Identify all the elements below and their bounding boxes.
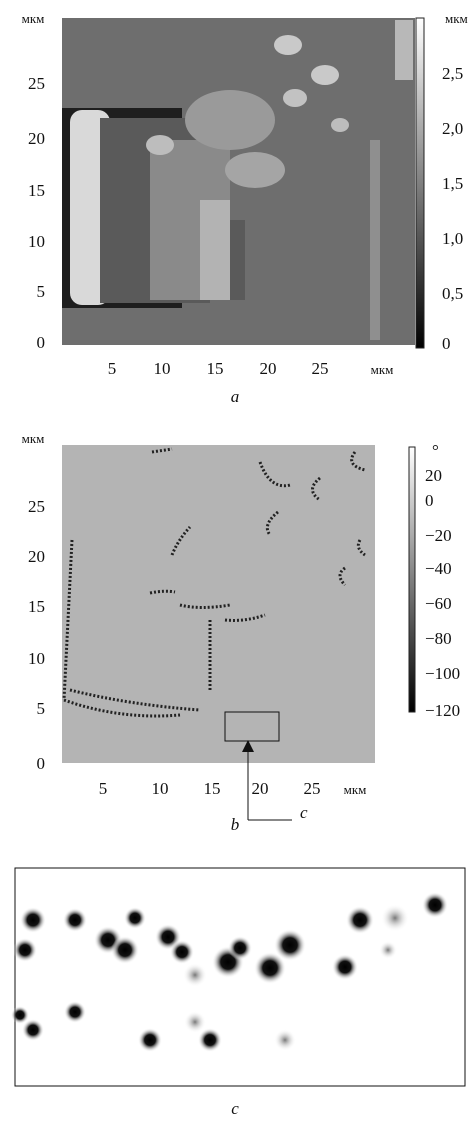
panel-label: c: [231, 1099, 239, 1118]
colorbar: [415, 17, 425, 349]
tick-label: −60: [425, 594, 452, 613]
panel-label: a: [231, 387, 240, 406]
tick-label: 20: [260, 359, 277, 378]
tick-label: 15: [207, 359, 224, 378]
unit-label: мкм: [344, 782, 367, 797]
tick-label: 20: [28, 547, 45, 566]
tick-label: 5: [108, 359, 117, 378]
height-map: [62, 18, 415, 345]
tick-label: 25: [312, 359, 329, 378]
tick-label: 20: [28, 129, 45, 148]
tick-label: 0: [425, 491, 434, 510]
unit-label: мкм: [22, 11, 45, 26]
tick-label: 15: [28, 597, 45, 616]
phase-map: [62, 445, 375, 763]
tick-label: 2,5: [442, 64, 463, 83]
tick-label: 1,0: [442, 229, 463, 248]
tick-label: −80: [425, 629, 452, 648]
tick-label: 25: [28, 497, 45, 516]
callout-line: [247, 748, 292, 821]
tick-label: °: [432, 441, 439, 460]
tick-label: 5: [37, 699, 46, 718]
tick-label: −100: [425, 664, 460, 683]
tick-label: 20: [425, 466, 442, 485]
zoom-image: [11, 867, 466, 1087]
tick-label: 15: [28, 181, 45, 200]
tick-label: 5: [99, 779, 108, 798]
unit-label: мкм: [371, 362, 394, 377]
tick-label: 25: [28, 74, 45, 93]
tick-label: 15: [204, 779, 221, 798]
tick-label: 0,5: [442, 284, 463, 303]
tick-label: 1,5: [442, 174, 463, 193]
tick-label: 2,0: [442, 119, 463, 138]
tick-label: 10: [152, 779, 169, 798]
unit-label: мкм: [445, 11, 468, 26]
tick-label: 0: [442, 334, 451, 353]
unit-label: мкм: [22, 431, 45, 446]
tick-label: 10: [28, 232, 45, 251]
tick-label: −20: [425, 526, 452, 545]
tick-label: 10: [28, 649, 45, 668]
tick-label: −40: [425, 559, 452, 578]
tick-label: 20: [252, 779, 269, 798]
arrow-head: [242, 740, 254, 752]
colorbar: [408, 446, 416, 713]
tick-label: 0: [37, 333, 46, 352]
tick-label: 10: [154, 359, 171, 378]
callout-box: [224, 711, 280, 742]
tick-label: 25: [304, 779, 321, 798]
tick-label: 5: [37, 282, 46, 301]
panel-label: c: [300, 803, 308, 822]
panel-label: b: [231, 815, 240, 834]
tick-label: 0: [37, 754, 46, 773]
tick-label: −120: [425, 701, 460, 720]
